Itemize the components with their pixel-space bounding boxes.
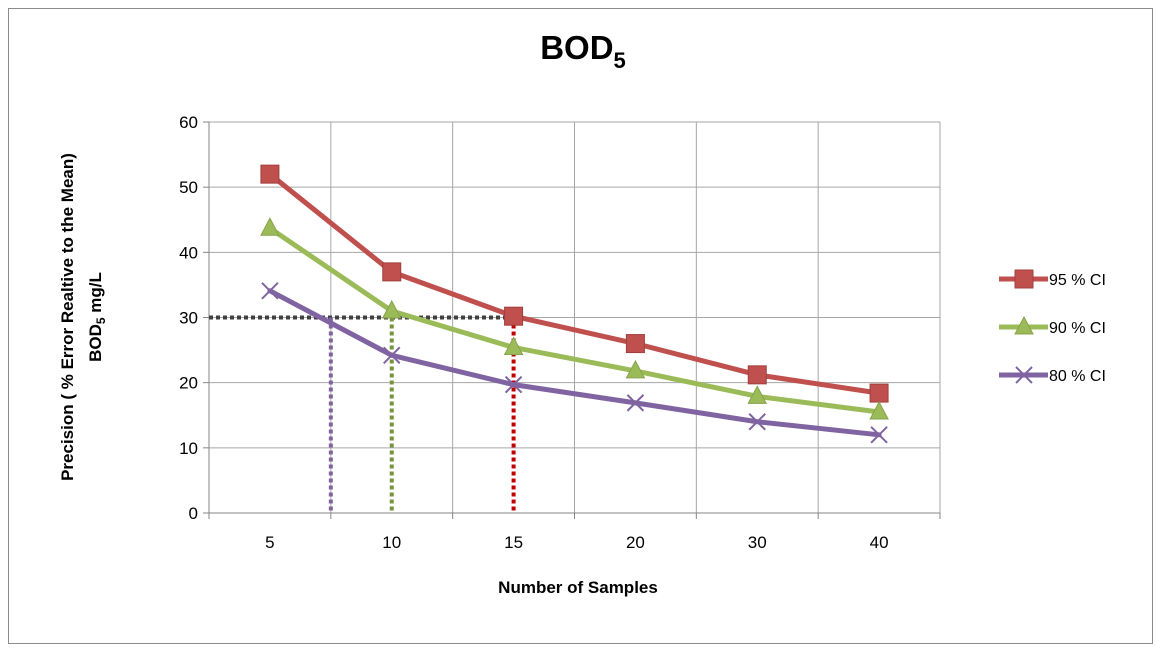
x-marker-stroke <box>870 426 888 444</box>
annotation-lines <box>209 315 516 513</box>
axes <box>203 121 941 519</box>
x-tick-label: 15 <box>504 533 523 552</box>
series-0 <box>260 164 889 403</box>
series-2 <box>261 282 888 444</box>
x-axis-title: Number of Samples <box>498 578 658 597</box>
y-axis-title-line2: BOD5 mg/L <box>86 272 108 362</box>
y-tick-label: 40 <box>179 243 198 262</box>
y-axis-title-prefix: BOD <box>86 324 105 362</box>
y-axis-title-line1: Precision ( % Error Realtive to the Mean… <box>58 153 77 481</box>
triangle-marker <box>747 385 768 404</box>
legend-label: 95 % CI <box>1049 272 1106 289</box>
series-line <box>267 171 882 396</box>
y-tick-label: 0 <box>189 504 198 523</box>
x-marker-stroke <box>383 346 401 365</box>
triangle-marker <box>869 400 889 420</box>
square-marker <box>747 365 767 385</box>
square-marker <box>625 334 645 354</box>
x-tick-label: 40 <box>870 533 889 552</box>
x-marker-stroke <box>261 282 279 300</box>
x-tick-label: 30 <box>748 533 767 552</box>
series-line <box>267 225 882 415</box>
chart-frame <box>8 8 1153 644</box>
chart-title: BOD5 <box>540 29 626 73</box>
y-tick-label: 20 <box>179 374 198 393</box>
tick-labels: 0 10 20 30 40 50 60 5 10 15 20 30 40 <box>179 113 888 552</box>
square-marker <box>1014 269 1034 289</box>
square-marker <box>382 262 402 282</box>
chart-title-main: BOD <box>540 29 613 66</box>
legend: 95 % CI 90 % CI 80 % CI <box>999 269 1106 385</box>
legend-label: 90 % CI <box>1049 320 1106 337</box>
triangle-marker <box>260 217 280 236</box>
x-marker-stroke <box>504 375 523 394</box>
square-marker <box>869 383 889 403</box>
y-tick-label: 30 <box>179 309 198 328</box>
chart-title-subscript: 5 <box>614 48 626 73</box>
x-tick-label: 20 <box>626 533 645 552</box>
y-axis-title-subscript: 5 <box>94 317 108 324</box>
x-marker-stroke <box>748 413 766 431</box>
x-tick-label: 5 <box>265 533 274 552</box>
triangle-marker <box>1014 315 1034 335</box>
legend-item-0: 95 % CI <box>999 269 1106 289</box>
y-axis-title-suffix: mg/L <box>86 272 105 317</box>
triangle-marker <box>503 336 524 355</box>
legend-item-2: 80 % CI <box>999 366 1106 385</box>
series-line <box>267 288 882 438</box>
square-marker <box>260 164 280 184</box>
triangle-marker <box>625 359 646 379</box>
legend-item-1: 90 % CI <box>999 315 1106 337</box>
legend-label: 80 % CI <box>1049 368 1106 385</box>
x-marker-stroke <box>626 394 645 412</box>
square-marker <box>504 306 524 326</box>
y-tick-label: 10 <box>179 439 198 458</box>
series-1 <box>260 217 889 420</box>
triangle-marker <box>381 299 402 319</box>
x-tick-label: 10 <box>382 533 401 552</box>
y-tick-label: 50 <box>179 178 198 197</box>
y-tick-label: 60 <box>179 113 198 132</box>
series-group <box>260 164 889 444</box>
x-marker-stroke <box>1015 366 1033 384</box>
